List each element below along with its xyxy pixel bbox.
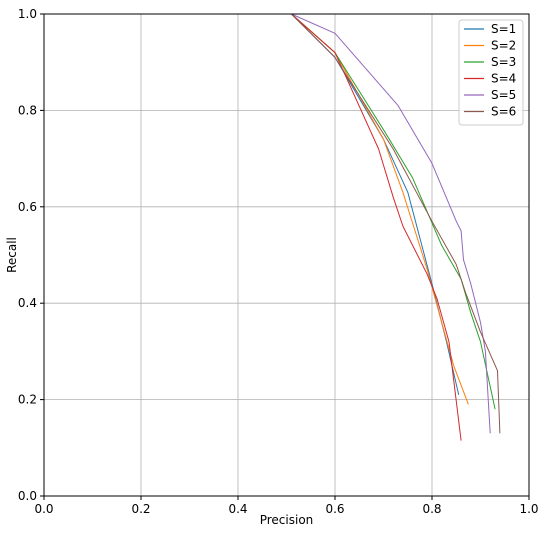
x-tick-label: 0.6	[325, 502, 344, 516]
plot-frame	[43, 13, 530, 497]
legend-label: S=3	[491, 55, 516, 69]
legend: S=1 S=2 S=3 S=4 S=5 S=6	[458, 19, 524, 126]
gridlines	[43, 13, 530, 497]
axis-ticks: 0.0 0.2 0.4 0.6 0.8 1.0 0.0 0.2 0.4 0.6 0.8 1.0	[18, 7, 539, 516]
legend-box	[458, 19, 524, 126]
y-tick-label: 0.2	[18, 393, 37, 407]
x-tick-label: 0.2	[131, 502, 150, 516]
y-tick-label: 0.8	[18, 103, 37, 117]
legend-label: S=2	[491, 39, 516, 53]
series-line-s-4	[291, 13, 462, 441]
x-tick-label: 0.4	[228, 502, 247, 516]
y-tick-label: 0.6	[18, 200, 37, 214]
legend-label: S=4	[491, 72, 516, 86]
y-tick-label: 0.0	[18, 489, 37, 503]
x-tick-label: 0.0	[34, 502, 53, 516]
y-axis-label: Recall	[5, 237, 19, 273]
series-line-s-2	[291, 13, 469, 405]
x-tick-label: 1.0	[519, 502, 538, 516]
legend-label: S=6	[491, 105, 516, 119]
series-lines	[291, 13, 501, 441]
series-line-s-3	[291, 13, 496, 410]
legend-label: S=5	[491, 88, 516, 102]
legend-label: S=1	[491, 22, 516, 36]
x-axis-label: Precision	[260, 513, 314, 527]
x-tick-label: 0.8	[422, 502, 441, 516]
series-line-s-6	[291, 13, 501, 434]
y-tick-label: 0.4	[18, 296, 37, 310]
y-tick-label: 1.0	[18, 7, 37, 21]
series-line-s-5	[291, 13, 491, 434]
